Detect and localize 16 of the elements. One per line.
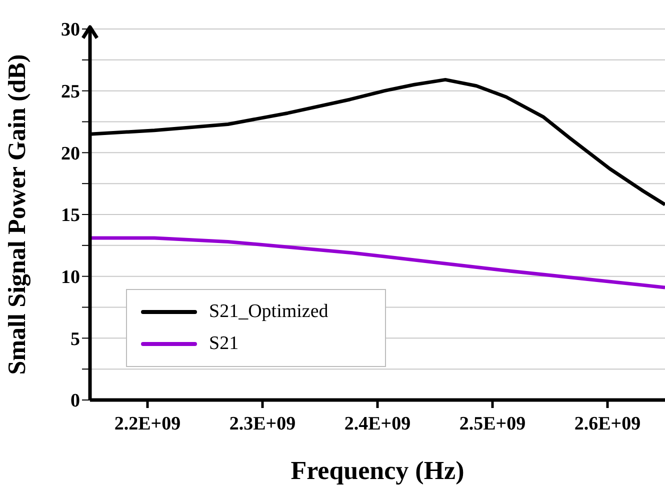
y-tick-label: 5 xyxy=(70,328,80,350)
x-tick-label: 2.3E+09 xyxy=(229,413,296,434)
legend-label: S21 xyxy=(209,332,239,356)
y-tick-label: 10 xyxy=(61,267,80,288)
y-tick-label: 15 xyxy=(61,205,80,226)
x-tick-label: 2.6E+09 xyxy=(574,413,641,434)
x-tick-label: 2.2E+09 xyxy=(114,413,181,434)
y-tick-label: 0 xyxy=(70,390,80,412)
x-tick-label: 2.4E+09 xyxy=(344,413,411,434)
y-tick-label: 25 xyxy=(61,82,80,103)
x-tick-label: 2.5E+09 xyxy=(459,413,526,434)
legend-label: S21_Optimized xyxy=(209,300,328,324)
x-axis-title: Frequency (Hz) xyxy=(290,456,464,485)
y-tick-label: 30 xyxy=(61,20,80,41)
line-series xyxy=(90,236,665,290)
y-tick-label: 20 xyxy=(61,143,80,164)
